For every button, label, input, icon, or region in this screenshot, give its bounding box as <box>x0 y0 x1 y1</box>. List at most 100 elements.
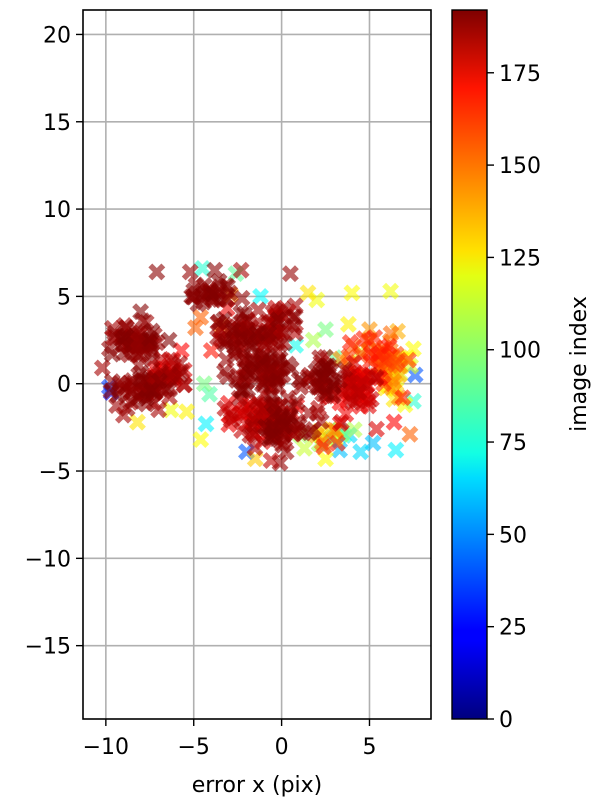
x-tick-label: 5 <box>362 735 376 760</box>
scatter-point <box>296 439 313 457</box>
y-tick-label: 15 <box>43 111 71 136</box>
plot-frame <box>82 9 432 720</box>
scatter-point <box>299 284 317 302</box>
scatter-point <box>187 319 204 337</box>
scatter-point <box>117 327 135 345</box>
scatter-point <box>268 372 286 390</box>
scatter-point <box>241 364 259 382</box>
colorbar-ticks: 0 25 50 75 100 125 150 175 <box>487 62 541 733</box>
scatter-point <box>192 431 210 449</box>
scatter-point <box>271 350 289 368</box>
scatter-point <box>317 450 334 468</box>
scatter-point <box>138 389 155 407</box>
scatter-point <box>115 344 133 362</box>
scatter-point <box>385 413 403 431</box>
scatter-point <box>301 424 318 442</box>
scatter-point <box>93 359 111 377</box>
scatter-point <box>269 311 287 329</box>
scatter-point <box>246 439 264 457</box>
scatter-point <box>224 322 242 340</box>
colorbar-tick-label: 25 <box>499 616 527 641</box>
scatter-point <box>350 383 368 401</box>
scatter-point <box>244 352 262 370</box>
scatter-point <box>143 322 161 340</box>
scatter-point <box>248 324 266 342</box>
scatter-point <box>332 413 350 431</box>
scatter-point <box>185 282 203 300</box>
scatter-point <box>367 368 385 386</box>
y-tick-label: 10 <box>43 198 71 223</box>
y-tick-label: −5 <box>39 460 71 485</box>
scatter-point <box>380 337 398 355</box>
scatter-point <box>244 417 261 435</box>
scatter-point <box>328 434 346 452</box>
scatter-point <box>264 424 282 442</box>
scatter-point <box>216 400 234 417</box>
scatter-point <box>232 261 250 279</box>
scatter-point <box>307 362 325 380</box>
scatter-point <box>345 421 363 439</box>
scatter-point <box>315 438 333 456</box>
scatter-point <box>197 415 215 433</box>
scatter-point <box>276 418 294 436</box>
scatter-point <box>317 358 335 376</box>
scatter-point <box>284 308 302 326</box>
colorbar-tick-label: 0 <box>499 708 513 733</box>
scatter-point <box>222 411 240 429</box>
scatter-point <box>352 443 370 461</box>
scatter-point <box>271 454 289 472</box>
colorbar-tick-label: 50 <box>499 523 527 548</box>
scatter-point <box>178 403 196 421</box>
scatter-point <box>263 387 281 405</box>
scatter-point <box>181 263 199 281</box>
scatter-point <box>102 382 120 400</box>
scatter-point <box>344 393 362 411</box>
scatter-point <box>131 370 149 388</box>
scatter-point <box>132 303 150 321</box>
scatter-point <box>281 265 299 283</box>
scatter-point <box>124 392 142 410</box>
x-tick-label: −5 <box>178 735 210 760</box>
colorbar: 0 25 50 75 100 125 150 175 image index <box>451 9 592 733</box>
scatter-point <box>233 289 251 307</box>
scatter-point <box>336 360 354 378</box>
scatter-point <box>343 284 361 302</box>
scatter-point <box>204 285 222 303</box>
scatter-point <box>258 348 276 366</box>
scatter-points <box>93 260 424 472</box>
colorbar-tick-label: 125 <box>499 246 541 271</box>
colorbar-gradient <box>452 10 487 719</box>
colorbar-tick-label: 150 <box>499 154 541 179</box>
scatter-point <box>387 356 405 373</box>
scatter-point <box>271 335 289 353</box>
scatter-point <box>325 373 343 391</box>
scatter-point <box>194 260 211 277</box>
scatter-point <box>192 308 210 326</box>
colorbar-tick-label: 100 <box>499 339 541 364</box>
scatter-point <box>103 345 121 363</box>
scatter-point <box>317 321 334 339</box>
scatter-point <box>387 441 405 459</box>
x-tick-label: 0 <box>275 735 289 760</box>
scatter-point <box>148 263 166 281</box>
colorbar-frame <box>451 9 488 720</box>
x-axis-label: error x (pix) <box>192 773 323 798</box>
scatter-point <box>368 420 385 438</box>
scatter-point <box>406 366 424 384</box>
axis-ticks: −10 −5 0 5 20 15 10 5 0 −5 −10 −15 <box>25 23 377 760</box>
scatter-point <box>128 324 146 342</box>
scatter-point <box>219 278 237 295</box>
scatter-point <box>304 331 322 349</box>
y-tick-label: 5 <box>57 285 71 310</box>
scatter-point <box>382 282 400 300</box>
scatter-point <box>290 371 308 389</box>
colorbar-tick-label: 75 <box>499 431 527 456</box>
scatter-point <box>171 366 189 384</box>
scatter-point <box>195 375 213 393</box>
scatter-point <box>382 325 400 342</box>
scatter-point <box>129 413 146 431</box>
scatter-point <box>201 385 218 403</box>
scatter-point <box>394 389 412 407</box>
scatter-point <box>339 315 357 333</box>
